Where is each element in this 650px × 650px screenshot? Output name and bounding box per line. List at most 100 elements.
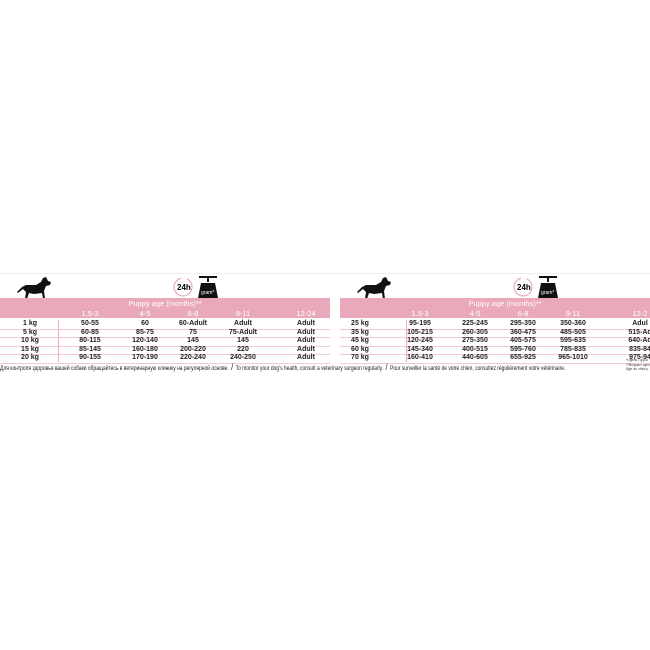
ration-cell: 295-350 xyxy=(510,320,536,327)
ration-cell: 145 xyxy=(237,337,249,345)
column-header: 12-2 xyxy=(632,309,648,318)
ration-cell: 75-Adult xyxy=(229,328,257,336)
footnotes: *г/день / g/jou **Возраст щен Âge du chi… xyxy=(626,358,650,372)
ration-cell: 785-835 xyxy=(560,345,586,353)
ration-cell: 50-55 xyxy=(81,320,99,327)
ration-cell: 220-240 xyxy=(180,354,206,362)
ration-cell: 95-195 xyxy=(409,320,431,327)
ration-cell: 360-475 xyxy=(510,328,536,336)
dog-weight-cell: 10 kg xyxy=(21,337,39,345)
ration-cell: 60-Adult xyxy=(179,320,207,327)
ration-cell: 75 xyxy=(189,328,197,336)
ration-cell: 515-Ad xyxy=(628,328,650,336)
table-row: 45 kg 120-245 275-350 405-575 595-635 640-Ad xyxy=(340,337,650,347)
column-header: 6-8 xyxy=(517,309,529,318)
clock-24h-icon: 24h xyxy=(513,277,533,297)
ration-cell: Adult xyxy=(297,328,315,336)
dog-weight-cell: 1 kg xyxy=(22,320,38,327)
separator: / xyxy=(385,362,388,372)
ration-cell: 120-140 xyxy=(132,337,158,345)
dog-weight-cell: 45 kg xyxy=(351,337,369,345)
column-header: 4-5 xyxy=(139,309,151,318)
divider xyxy=(0,273,650,274)
dog-weight-cell: 35 kg xyxy=(351,328,369,336)
ration-cell: Adult xyxy=(297,337,315,345)
table-row: 20 kg 90-155 170-190 220-240 240-250 Adult xyxy=(0,354,330,364)
column-header: 9-11 xyxy=(235,309,251,318)
footnote: *г/день / g/jou xyxy=(626,358,648,362)
ration-cell: Adult xyxy=(297,320,315,327)
ration-cell: Adult xyxy=(297,354,315,362)
ration-cell: Adult xyxy=(297,345,315,353)
column-header: 1.5-3 xyxy=(411,309,429,318)
dog-weight-cell: 60 kg xyxy=(351,345,369,353)
ration-cell: 85-75 xyxy=(136,328,154,336)
column-header: 1.5-3 xyxy=(81,309,99,318)
dog-weight-cell: 5 kg xyxy=(22,328,38,336)
column-header: 12-24 xyxy=(296,309,316,318)
footer-note: Для контроля здоровья вашей собаки обращ… xyxy=(0,362,565,372)
dog-weight-cell: 20 kg xyxy=(21,354,39,362)
ration-cell: 160-180 xyxy=(132,345,158,353)
food-scale-icon: gram* xyxy=(198,276,218,298)
table-header: Puppy age (months)** 1.5-3 4-5 6-8 9-11 … xyxy=(340,298,650,318)
footnote: Âge du chiot p xyxy=(626,367,649,371)
column-header: 4-5 xyxy=(469,309,481,318)
table-header: Puppy age (months)** 1.5-3 4-5 6-8 9-11 … xyxy=(0,298,330,318)
dog-silhouette-icon xyxy=(17,277,51,299)
ration-cell: 120-245 xyxy=(407,337,433,345)
header-title: Puppy age (months)** xyxy=(468,299,542,308)
table-row: 35 kg 105-215 260-305 360-475 485-505 515-Ad xyxy=(340,329,650,339)
ration-cell: 595-635 xyxy=(560,337,586,345)
table-row: 15 kg 85-145 160-180 200-220 220 Adult xyxy=(0,346,330,356)
footnote: **Возраст щен xyxy=(626,362,650,367)
dog-silhouette-icon xyxy=(357,277,391,299)
ration-cell: 835-84 xyxy=(629,345,650,353)
ration-cell: 105-215 xyxy=(407,328,433,336)
ration-cell: 440-605 xyxy=(462,354,488,362)
ration-cell: 80-115 xyxy=(79,337,101,345)
table-row: 60 kg 145-340 400-515 595-760 785-835 835-84 xyxy=(340,346,650,356)
ration-cell: 145 xyxy=(187,337,199,345)
svg-text:24h: 24h xyxy=(177,283,191,292)
food-scale-icon: gram* xyxy=(538,276,558,298)
footer-text-fr: Pour surveiller la santé de votre chien,… xyxy=(390,366,566,372)
ration-cell: 965-1010 xyxy=(558,354,588,362)
ration-cell: 260-305 xyxy=(462,328,488,336)
ration-cell: 60-85 xyxy=(81,328,99,336)
ration-cell: 405-575 xyxy=(510,337,536,345)
table-row: 25 kg 95-195 225-245 295-350 350-360 Adul xyxy=(340,320,650,330)
table-row: 10 kg 80-115 120-140 145 145 Adult xyxy=(0,337,330,347)
feeding-panel-large-breeds: 24h gram* Puppy age (months)** 1.5-3 4-5… xyxy=(340,274,650,366)
ration-cell: 170-190 xyxy=(132,354,158,362)
ration-cell: 350-360 xyxy=(560,320,586,327)
feeding-panel-small-breeds: 24h gram* Puppy age (months)** 1.5-3 4-5… xyxy=(0,274,330,366)
ration-cell: 595-760 xyxy=(510,345,536,353)
dog-weight-cell: 25 kg xyxy=(351,320,369,327)
svg-text:gram*: gram* xyxy=(201,290,214,296)
divider xyxy=(58,320,59,362)
ration-cell: 975-94 xyxy=(629,354,650,362)
svg-text:gram*: gram* xyxy=(541,290,554,296)
ration-cell: Adul xyxy=(632,320,648,327)
clock-24h-icon: 24h xyxy=(173,277,193,297)
ration-cell: 240-250 xyxy=(230,354,256,362)
ration-cell: 225-245 xyxy=(462,320,488,327)
ration-cell: Adult xyxy=(234,320,252,327)
table-row: 70 kg 160-410 440-605 655-925 965-1010 975-94 xyxy=(340,354,650,364)
divider xyxy=(406,320,407,362)
ration-cell: 275-350 xyxy=(462,337,488,345)
column-header: 9-11 xyxy=(565,309,581,318)
ration-cell: 60 xyxy=(141,320,149,327)
ration-cell: 160-410 xyxy=(407,354,433,362)
separator: / xyxy=(231,362,234,372)
svg-text:24h: 24h xyxy=(517,283,531,292)
dog-weight-cell: 70 kg xyxy=(351,354,369,362)
ration-cell: 145-340 xyxy=(407,345,433,353)
ration-cell: 400-515 xyxy=(462,345,488,353)
ration-cell: 640-Ad xyxy=(628,337,650,345)
ration-cell: 90-155 xyxy=(79,354,101,362)
ration-cell: 220 xyxy=(237,345,249,353)
ration-cell: 655-925 xyxy=(510,354,536,362)
ration-cell: 85-145 xyxy=(79,345,101,353)
